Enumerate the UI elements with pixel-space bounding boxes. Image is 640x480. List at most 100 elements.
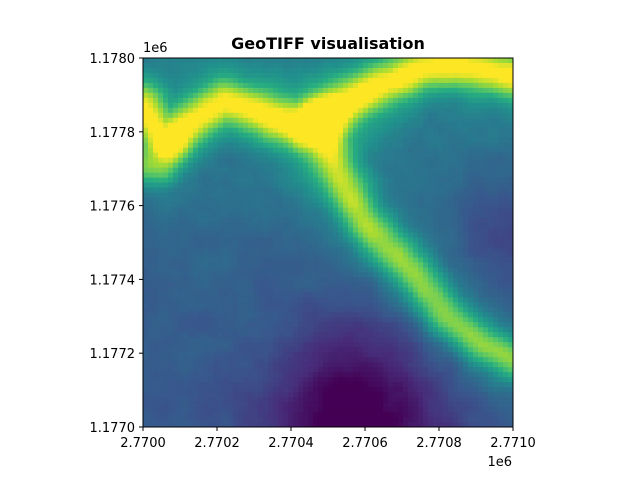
raster-cell [303, 202, 309, 209]
raster-cell [423, 177, 429, 184]
raster-cell [503, 312, 509, 318]
raster-cell [293, 362, 299, 368]
raster-cell [363, 147, 369, 154]
raster-cell [178, 387, 184, 393]
raster-cell [448, 157, 454, 164]
raster-cell [493, 277, 499, 283]
raster-cell [213, 58, 219, 64]
raster-cell [373, 317, 379, 323]
raster-cell [443, 177, 449, 184]
raster-cell [293, 357, 299, 363]
raster-cell [263, 132, 269, 139]
raster-cell [408, 317, 414, 323]
raster-cell [168, 232, 174, 239]
raster-cell [268, 342, 274, 348]
raster-cell [288, 232, 294, 239]
raster-cell [208, 162, 214, 169]
raster-cell [328, 307, 334, 313]
raster-cell [193, 142, 199, 149]
raster-cell [143, 252, 149, 259]
raster-cell [368, 302, 374, 308]
raster-cell [178, 357, 184, 363]
raster-cell [228, 277, 234, 283]
raster-cell [378, 277, 384, 283]
raster-cell [463, 352, 469, 358]
raster-cell [488, 257, 494, 264]
raster-cell [413, 217, 419, 224]
raster-cell [223, 297, 229, 303]
raster-cell [478, 372, 484, 378]
raster-cell [398, 277, 404, 283]
raster-cell [398, 357, 404, 363]
raster-cell [493, 337, 499, 343]
raster-cell [333, 92, 339, 99]
raster-cell [428, 317, 434, 323]
raster-cell [208, 132, 214, 139]
raster-cell [363, 62, 369, 69]
raster-cell [168, 342, 174, 348]
raster-cell [338, 327, 344, 333]
raster-cell [143, 367, 149, 373]
raster-cell [178, 382, 184, 388]
raster-cell [383, 107, 389, 114]
raster-cell [188, 117, 194, 124]
raster-cell [358, 382, 364, 388]
raster-cell [433, 232, 439, 239]
raster-cell [243, 242, 249, 249]
raster-cell [278, 232, 284, 239]
raster-cell [213, 142, 219, 149]
raster-cell [438, 167, 444, 174]
raster-cell [218, 77, 224, 84]
raster-cell [283, 302, 289, 308]
raster-cell [158, 382, 164, 388]
raster-cell [333, 342, 339, 348]
raster-cell [413, 67, 419, 74]
raster-cell [323, 117, 329, 124]
raster-cell [148, 337, 154, 343]
raster-cell [418, 292, 424, 298]
raster-cell [148, 207, 154, 214]
raster-cell [193, 257, 199, 264]
raster-cell [388, 117, 394, 124]
raster-cell [203, 217, 209, 224]
raster-cell [423, 227, 429, 234]
raster-cell [173, 162, 179, 169]
raster-cell [333, 112, 339, 119]
raster-cell [423, 67, 429, 74]
raster-cell [148, 172, 154, 179]
raster-cell [303, 387, 309, 393]
raster-cell [408, 357, 414, 363]
raster-cell [438, 302, 444, 308]
raster-cell [228, 352, 234, 358]
raster-cell [383, 92, 389, 99]
raster-cell [178, 62, 184, 69]
raster-cell [233, 182, 239, 189]
raster-cell [168, 192, 174, 199]
raster-cell [168, 107, 174, 114]
raster-cell [483, 267, 489, 274]
raster-cell [413, 97, 419, 104]
raster-cell [288, 207, 294, 214]
raster-cell [448, 352, 454, 358]
raster-cell [388, 317, 394, 323]
raster-cell [403, 62, 409, 69]
raster-cell [268, 182, 274, 189]
raster-cell [288, 312, 294, 318]
raster-cell [153, 137, 159, 144]
raster-cell [418, 137, 424, 144]
raster-cell [233, 372, 239, 378]
raster-cell [463, 72, 469, 79]
raster-cell [268, 287, 274, 293]
raster-cell [458, 312, 464, 318]
raster-cell [183, 202, 189, 209]
raster-cell [198, 217, 204, 224]
raster-cell [228, 347, 234, 353]
raster-cell [208, 357, 214, 363]
raster-cell [413, 197, 419, 204]
raster-cell [493, 92, 499, 99]
raster-cell [383, 58, 389, 64]
raster-cell [368, 172, 374, 179]
raster-cell [158, 82, 164, 89]
raster-cell [448, 107, 454, 114]
raster-cell [253, 122, 259, 129]
